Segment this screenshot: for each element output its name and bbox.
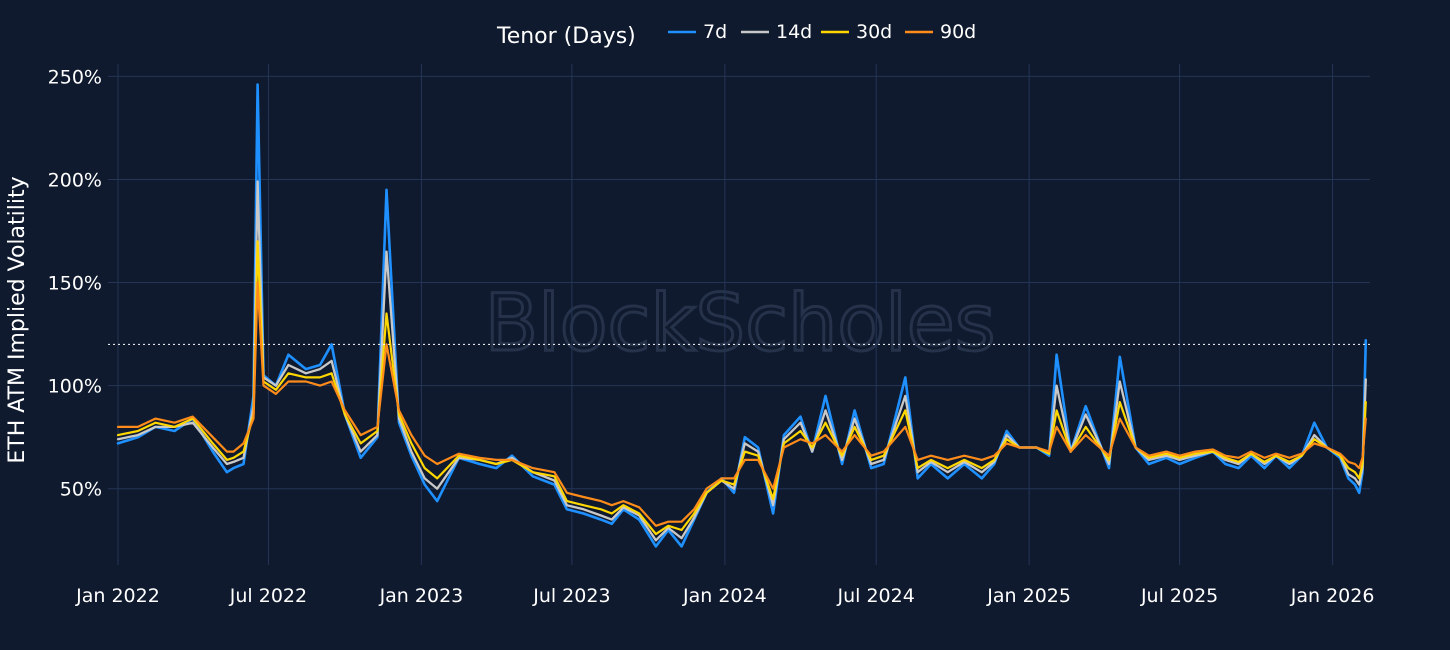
legend-title: Tenor (Days) <box>496 24 636 49</box>
series-line-30d <box>116 240 1367 536</box>
legend-item-14d[interactable]: 14d <box>741 21 812 43</box>
x-tick-label: Jan 2023 <box>379 585 464 607</box>
y-tick-label: 250% <box>48 66 102 88</box>
series-line-90d <box>116 281 1367 527</box>
x-tick-label: Jul 2023 <box>532 585 610 607</box>
watermark: BlockScholes <box>485 279 996 369</box>
y-axis-title: ETH ATM Implied Volatility <box>5 176 30 463</box>
y-axis-ticks: 50% 100% 150% 200% 250% <box>48 66 102 500</box>
y-tick-label: 200% <box>48 169 102 191</box>
y-tick-label: 50% <box>60 479 102 501</box>
legend-label: 30d <box>856 21 892 43</box>
legend[interactable]: Tenor (Days) 7d 14d 30d 90d <box>496 21 976 49</box>
legend-label: 7d <box>703 21 727 43</box>
y-tick-label: 150% <box>48 273 102 295</box>
x-tick-label: Jan 2022 <box>75 585 160 607</box>
x-tick-label: Jul 2022 <box>229 585 307 607</box>
legend-item-7d[interactable]: 7d <box>668 21 727 43</box>
x-tick-label: Jan 2024 <box>682 585 767 607</box>
y-tick-label: 100% <box>48 376 102 398</box>
legend-items[interactable]: 7d 14d 30d 90d <box>668 21 976 43</box>
series-layer <box>116 83 1368 548</box>
legend-item-90d[interactable]: 90d <box>905 21 976 43</box>
legend-item-30d[interactable]: 30d <box>821 21 892 43</box>
x-tick-label: Jan 2025 <box>986 585 1071 607</box>
legend-label: 14d <box>776 21 812 43</box>
x-axis-ticks: Jan 2022 Jul 2022 Jan 2023 Jul 2023 Jan 2024… <box>75 585 1374 607</box>
x-tick-label: Jan 2026 <box>1290 585 1375 607</box>
x-tick-label: Jul 2024 <box>837 585 915 607</box>
legend-label: 90d <box>940 21 976 43</box>
x-tick-label: Jul 2025 <box>1140 585 1218 607</box>
